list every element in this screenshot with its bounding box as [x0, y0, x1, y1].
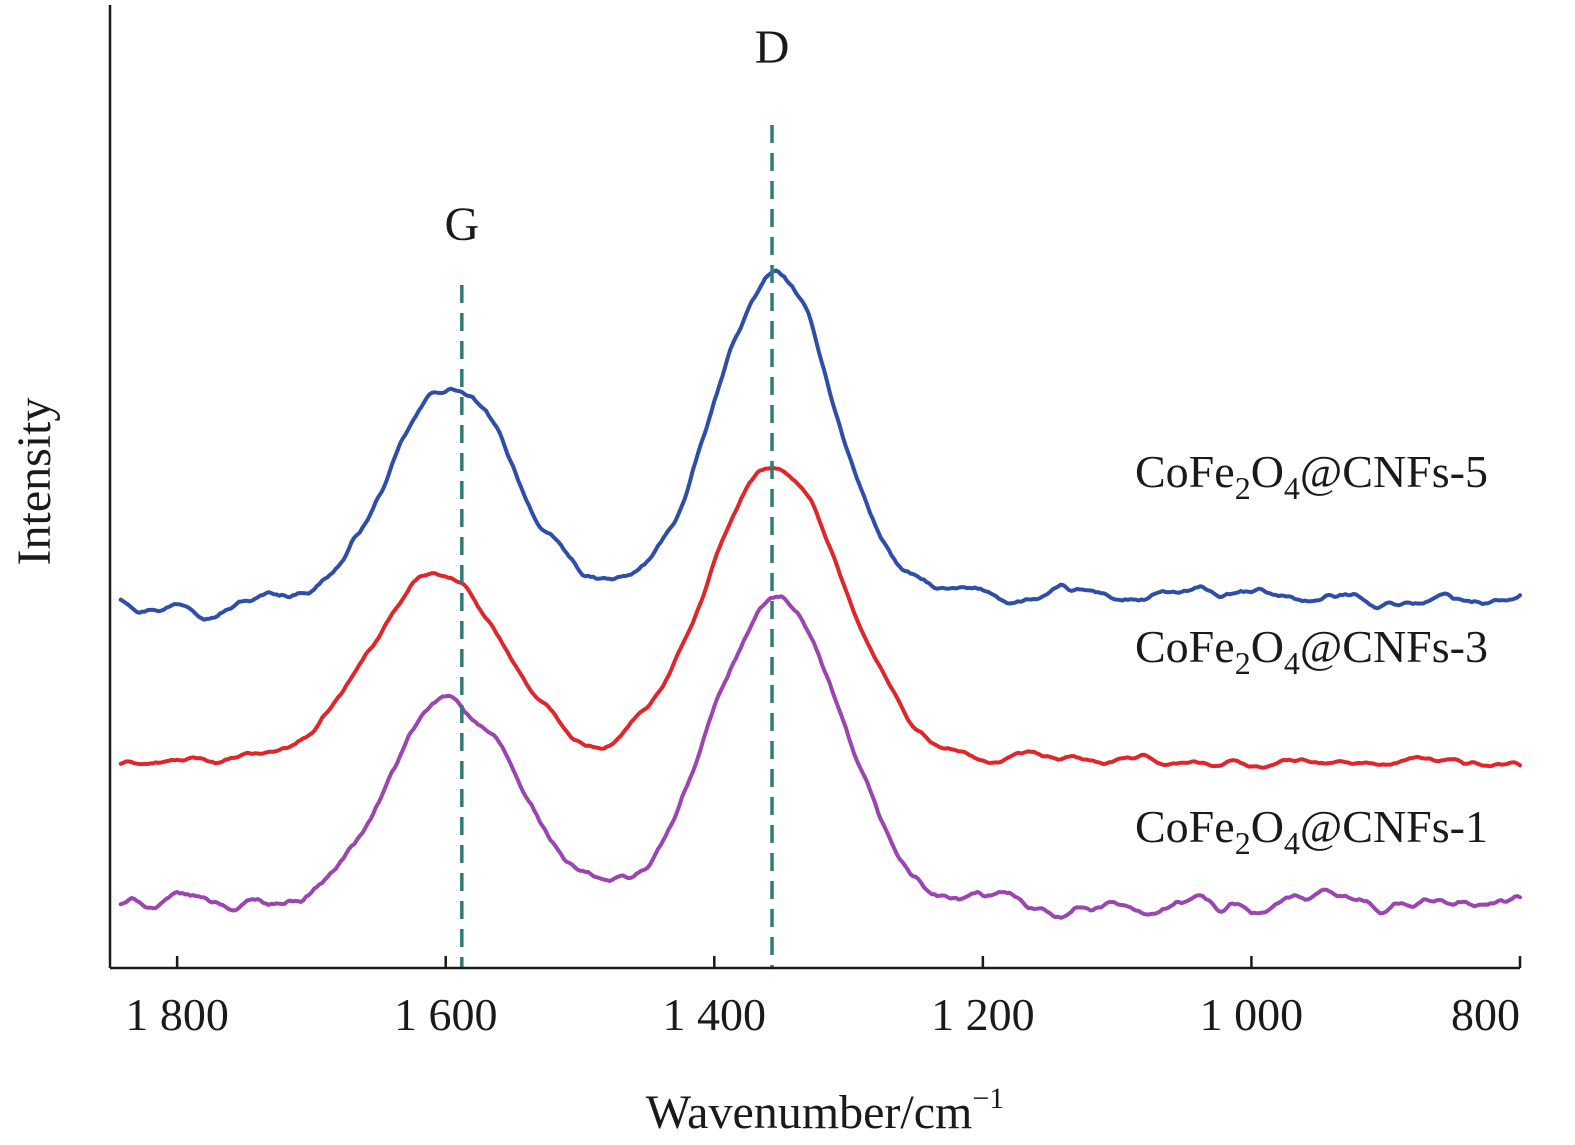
x-axis-title-superscript: −1 [972, 1082, 1004, 1115]
x-tick-label: 1 000 [1200, 989, 1304, 1040]
series-label-part: O [1251, 446, 1284, 497]
series-line [118, 268, 1522, 622]
x-tick-label: 1 600 [394, 989, 498, 1040]
series-label-part: @CNFs-1 [1300, 801, 1488, 852]
series-label-part: 2 [1235, 645, 1251, 681]
series-label: CoFe2O4@CNFs-1 [1135, 801, 1488, 861]
series-label-part: @CNFs-3 [1300, 621, 1488, 672]
series-label-part: 4 [1284, 470, 1300, 506]
peak-label: D [755, 21, 790, 74]
x-axis-ticks: 1 800 1 600 1 400 1 200 1 000 800 [125, 956, 1522, 1040]
peak-label: G [444, 198, 479, 251]
y-axis-title: Intensity [8, 398, 61, 566]
axes [108, 5, 1520, 970]
series-label-part: CoFe [1135, 446, 1235, 497]
x-tick-label: 1 400 [663, 989, 767, 1040]
plot-area: GDCoFe2O4@CNFs-5CoFe2O4@CNFs-3CoFe2O4@CN… [118, 21, 1522, 968]
series-label-part: CoFe [1135, 621, 1235, 672]
series-label-part: CoFe [1135, 801, 1235, 852]
x-axis-title-text: Wavenumber/cm [646, 1086, 973, 1139]
series-label-part: O [1251, 621, 1284, 672]
series-label: CoFe2O4@CNFs-3 [1135, 621, 1488, 681]
x-tick-label: 800 [1451, 989, 1520, 1040]
series-label-part: 4 [1284, 825, 1300, 861]
series-label-part: @CNFs-5 [1300, 446, 1488, 497]
series-label: CoFe2O4@CNFs-5 [1135, 446, 1488, 506]
series-line [118, 594, 1522, 920]
series-label-part: O [1251, 801, 1284, 852]
x-tick-label: 1 200 [931, 989, 1035, 1040]
x-tick-label: 1 800 [125, 989, 229, 1040]
series-line [118, 465, 1522, 770]
series-label-part: 2 [1235, 470, 1251, 506]
x-axis-title: Wavenumber/cm−1 [646, 1082, 1005, 1139]
series-label-part: 2 [1235, 825, 1251, 861]
series-label-part: 4 [1284, 645, 1300, 681]
